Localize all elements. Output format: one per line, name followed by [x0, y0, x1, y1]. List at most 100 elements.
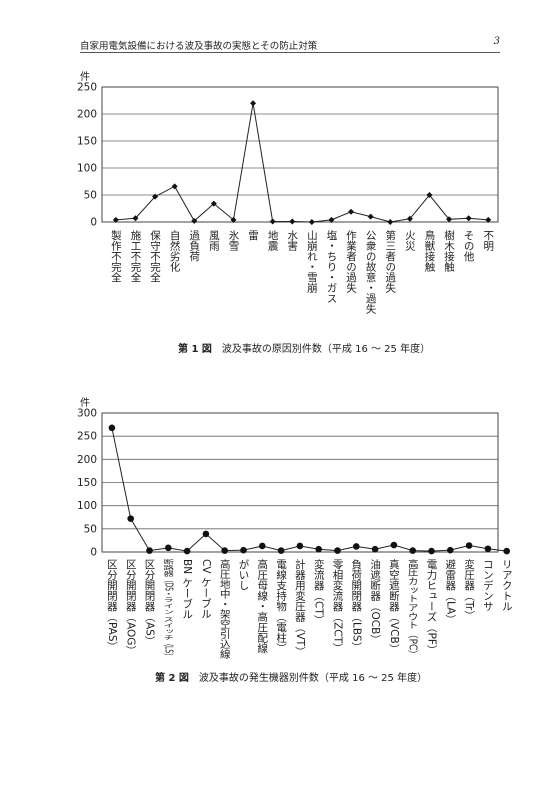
y-tick-label: 50 — [84, 190, 97, 202]
page-header: 自家用電気設備における波及事故の実態とその防止対策 3 — [80, 36, 500, 54]
figure1-caption-text: 波及事故の原因別件数（平成 16 ～ 25 年度） — [221, 344, 431, 355]
x-tick-label: コンデンサ — [482, 559, 494, 612]
data-point — [230, 216, 237, 223]
x-tick-label: 火災 — [404, 230, 416, 251]
x-tick-label: 電力ヒューズ（PF） — [426, 559, 438, 655]
x-tick-label: 山崩れ・雪崩 — [306, 230, 318, 294]
x-tick-label: 樹木接触 — [443, 229, 455, 272]
data-point — [465, 542, 473, 549]
figure2-caption-text: 波及事故の発生機器別件数（平成 16 ～ 25 年度） — [198, 673, 428, 684]
plot-frame — [101, 412, 499, 553]
data-point — [390, 541, 398, 549]
figure2-caption: 第 2 図波及事故の発生機器別件数（平成 16 ～ 25 年度） — [155, 669, 427, 684]
data-point — [353, 543, 360, 550]
y-tick-label: 150 — [77, 477, 97, 489]
x-tick-label: 作業者の過失 — [345, 230, 357, 294]
data-point — [146, 547, 153, 554]
x-tick-label: 零相変流器（ZCT） — [332, 559, 344, 653]
y-tick-label: 200 — [77, 454, 97, 466]
data-point — [315, 545, 323, 553]
x-tick-label: 断路器（DS・ライン スイッチ（LS） — [162, 559, 174, 659]
data-point — [183, 547, 191, 555]
x-tick-label: 変流器（CT） — [313, 558, 325, 625]
data-point — [269, 218, 276, 225]
data-point — [308, 219, 315, 225]
x-tick-label: 風雨 — [208, 230, 220, 252]
x-tick-label: 負荷開閉器（LBS） — [350, 559, 362, 652]
data-point — [112, 216, 119, 223]
plot-frame — [101, 86, 499, 223]
data-point — [165, 544, 172, 552]
data-point — [387, 219, 394, 225]
x-tick-label: リアクトル — [501, 559, 513, 612]
data-point — [152, 193, 159, 200]
x-tick-label: 変圧器（Tr） — [463, 558, 475, 620]
data-point — [484, 545, 492, 553]
data-point — [221, 547, 228, 554]
x-tick-label: 高圧母線・高圧配線 — [256, 558, 268, 653]
x-tick-label: その他 — [463, 230, 475, 262]
data-point — [446, 216, 453, 223]
x-tick-label: 自然劣化 — [169, 229, 181, 273]
x-tick-label: 避雷器（LA） — [444, 558, 456, 625]
y-tick-label: 300 — [77, 408, 97, 420]
y-tick-label: 0 — [90, 217, 97, 229]
y-tick-label: 250 — [77, 82, 97, 94]
data-point — [289, 218, 296, 225]
y-tick-label: 250 — [77, 431, 97, 443]
y-tick-label: 100 — [77, 163, 97, 175]
data-point — [328, 216, 335, 223]
x-tick-label: 塩・ちり・ガス — [325, 229, 337, 303]
x-tick-label: 鳥獣接触 — [423, 229, 435, 272]
x-tick-label: 氷雪 — [227, 229, 239, 252]
data-point — [277, 547, 285, 554]
data-point — [210, 200, 217, 207]
data-point — [171, 183, 178, 190]
x-tick-label: 保守不完全 — [149, 229, 161, 282]
figure1-label: 第 1 図 — [178, 344, 212, 355]
y-tick-label: 0 — [90, 547, 97, 559]
y-tick-label: 100 — [77, 500, 97, 512]
data-point — [259, 542, 266, 550]
x-tick-label: 区分開閉器（AS） — [144, 559, 156, 646]
data-point — [409, 547, 417, 554]
data-point — [250, 100, 257, 107]
running-title: 自家用電気設備における波及事故の実態とその防止対策 — [80, 41, 318, 52]
x-tick-label: 製作不完全 — [110, 229, 122, 282]
x-tick-label: がいし — [238, 558, 250, 590]
data-point — [202, 530, 210, 538]
y-tick-label: 150 — [77, 136, 97, 148]
data-point — [334, 547, 341, 554]
data-point — [240, 546, 247, 554]
x-tick-label: 真空遮断器（VCB） — [388, 558, 400, 654]
figure1-caption: 第 1 図波及事故の原因別件数（平成 16 ～ 25 年度） — [178, 340, 430, 355]
x-tick-label: 電線支持物（電柱） — [275, 559, 287, 654]
header-rule — [80, 52, 500, 53]
x-tick-label: 油遮断器（OCB） — [369, 558, 381, 645]
series-line — [115, 103, 489, 223]
x-tick-label: 地震 — [267, 229, 279, 252]
data-point — [127, 515, 134, 522]
y-axis-label: 件 — [80, 71, 90, 83]
x-tick-label: 第三者の過失 — [384, 229, 396, 294]
data-point — [296, 542, 304, 550]
x-tick-label: 水害 — [286, 230, 298, 252]
x-tick-label: 高圧カットアウト（PC） — [407, 558, 419, 659]
data-point — [503, 547, 511, 555]
data-point — [447, 546, 454, 554]
x-tick-label: 区分開閉器（AOG） — [125, 559, 137, 656]
data-point — [406, 215, 413, 222]
data-point — [191, 217, 198, 224]
x-tick-label: 施工不完全 — [129, 229, 141, 282]
x-tick-label: BN ケーブル — [181, 559, 193, 619]
data-point — [428, 547, 435, 555]
data-point — [132, 215, 139, 222]
x-tick-label: 高圧地中・架空引込線 — [219, 558, 231, 659]
figure2-label: 第 2 図 — [155, 673, 189, 684]
x-tick-label: 公衆の故意・過失 — [365, 230, 377, 315]
page-number: 3 — [493, 36, 500, 47]
x-tick-label: CV ケーブル — [200, 559, 212, 619]
